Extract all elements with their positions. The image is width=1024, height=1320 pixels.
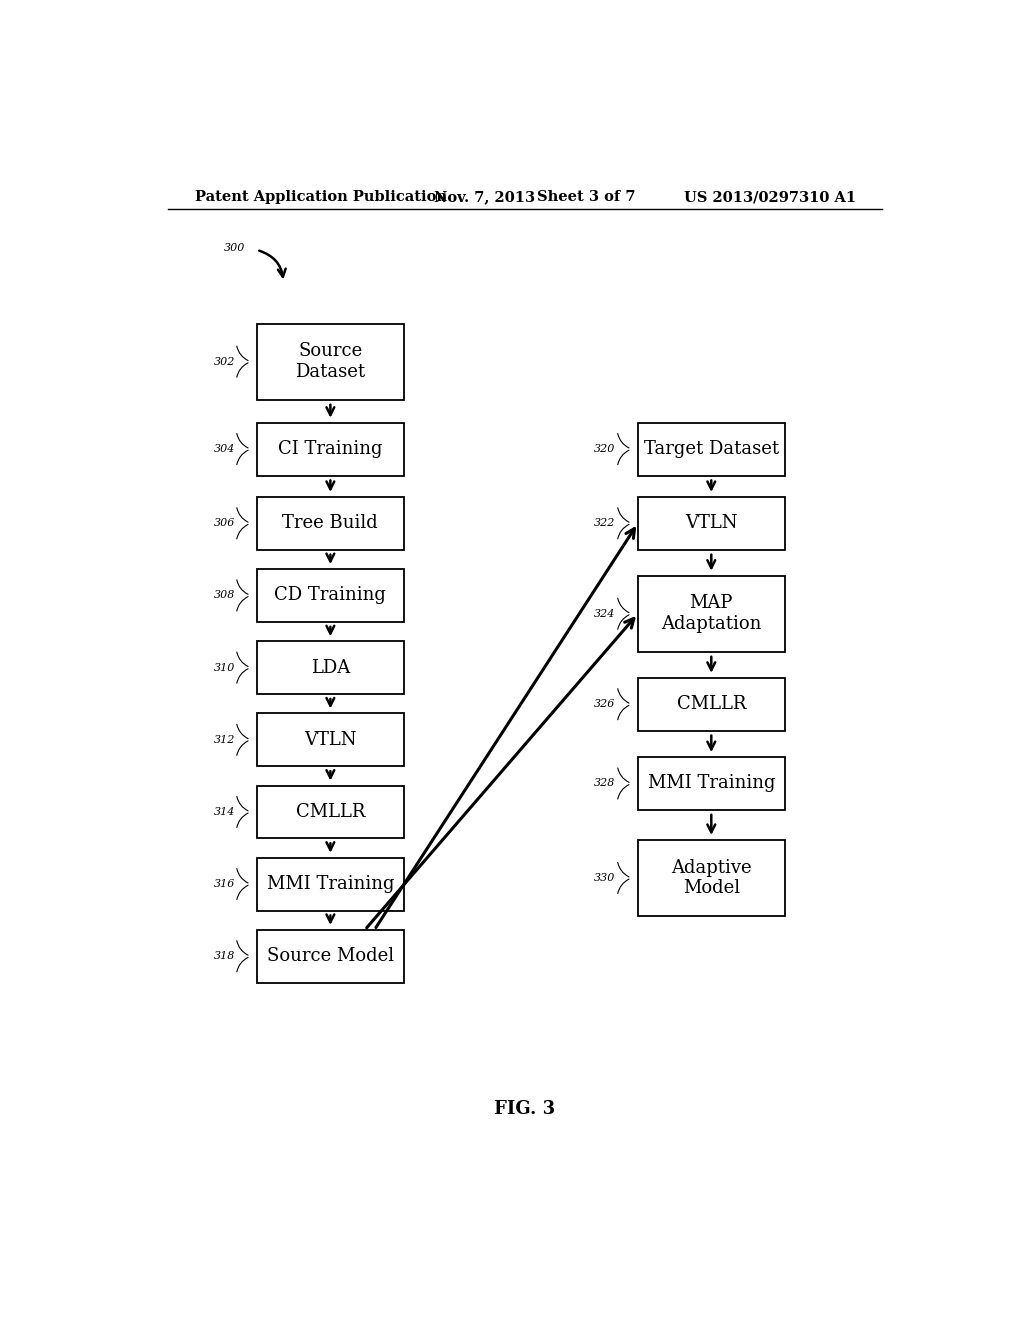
Text: 322: 322	[594, 519, 615, 528]
Text: 330: 330	[594, 873, 615, 883]
FancyBboxPatch shape	[257, 713, 403, 766]
Text: MMI Training: MMI Training	[266, 875, 394, 894]
FancyBboxPatch shape	[257, 929, 403, 982]
FancyBboxPatch shape	[257, 569, 403, 622]
Text: Target Dataset: Target Dataset	[644, 440, 779, 458]
FancyBboxPatch shape	[638, 576, 784, 652]
Text: VTLN: VTLN	[685, 515, 737, 532]
Text: Tree Build: Tree Build	[283, 515, 378, 532]
FancyBboxPatch shape	[257, 785, 403, 838]
Text: 304: 304	[213, 444, 234, 454]
Text: Adaptive
Model: Adaptive Model	[671, 858, 752, 898]
Text: CI Training: CI Training	[279, 440, 383, 458]
Text: CMLLR: CMLLR	[296, 803, 365, 821]
Text: 302: 302	[213, 356, 234, 367]
FancyBboxPatch shape	[638, 496, 784, 549]
Text: MAP
Adaptation: MAP Adaptation	[662, 594, 762, 634]
Text: 314: 314	[213, 807, 234, 817]
Text: 312: 312	[213, 735, 234, 744]
Text: 316: 316	[213, 879, 234, 890]
FancyBboxPatch shape	[638, 677, 784, 731]
Text: 306: 306	[213, 519, 234, 528]
Text: 328: 328	[594, 779, 615, 788]
Text: 326: 326	[594, 700, 615, 709]
Text: 308: 308	[213, 590, 234, 601]
Text: LDA: LDA	[310, 659, 350, 677]
FancyBboxPatch shape	[257, 496, 403, 549]
Text: 300: 300	[224, 243, 246, 253]
Text: FIG. 3: FIG. 3	[495, 1100, 555, 1118]
Text: 318: 318	[213, 952, 234, 961]
Text: Patent Application Publication: Patent Application Publication	[196, 190, 447, 205]
Text: Nov. 7, 2013: Nov. 7, 2013	[433, 190, 535, 205]
FancyBboxPatch shape	[638, 422, 784, 475]
Text: 320: 320	[594, 444, 615, 454]
FancyBboxPatch shape	[257, 422, 403, 475]
Text: Source Model: Source Model	[267, 948, 394, 965]
Text: Source
Dataset: Source Dataset	[295, 342, 366, 381]
Text: Sheet 3 of 7: Sheet 3 of 7	[537, 190, 635, 205]
Text: 324: 324	[594, 609, 615, 619]
Text: US 2013/0297310 A1: US 2013/0297310 A1	[684, 190, 856, 205]
Text: VTLN: VTLN	[304, 731, 356, 748]
FancyBboxPatch shape	[257, 323, 403, 400]
Text: CD Training: CD Training	[274, 586, 386, 605]
FancyBboxPatch shape	[638, 758, 784, 810]
FancyBboxPatch shape	[257, 858, 403, 911]
FancyBboxPatch shape	[638, 840, 784, 916]
Text: 310: 310	[213, 663, 234, 673]
Text: MMI Training: MMI Training	[647, 775, 775, 792]
Text: CMLLR: CMLLR	[677, 696, 745, 713]
FancyBboxPatch shape	[257, 642, 403, 694]
